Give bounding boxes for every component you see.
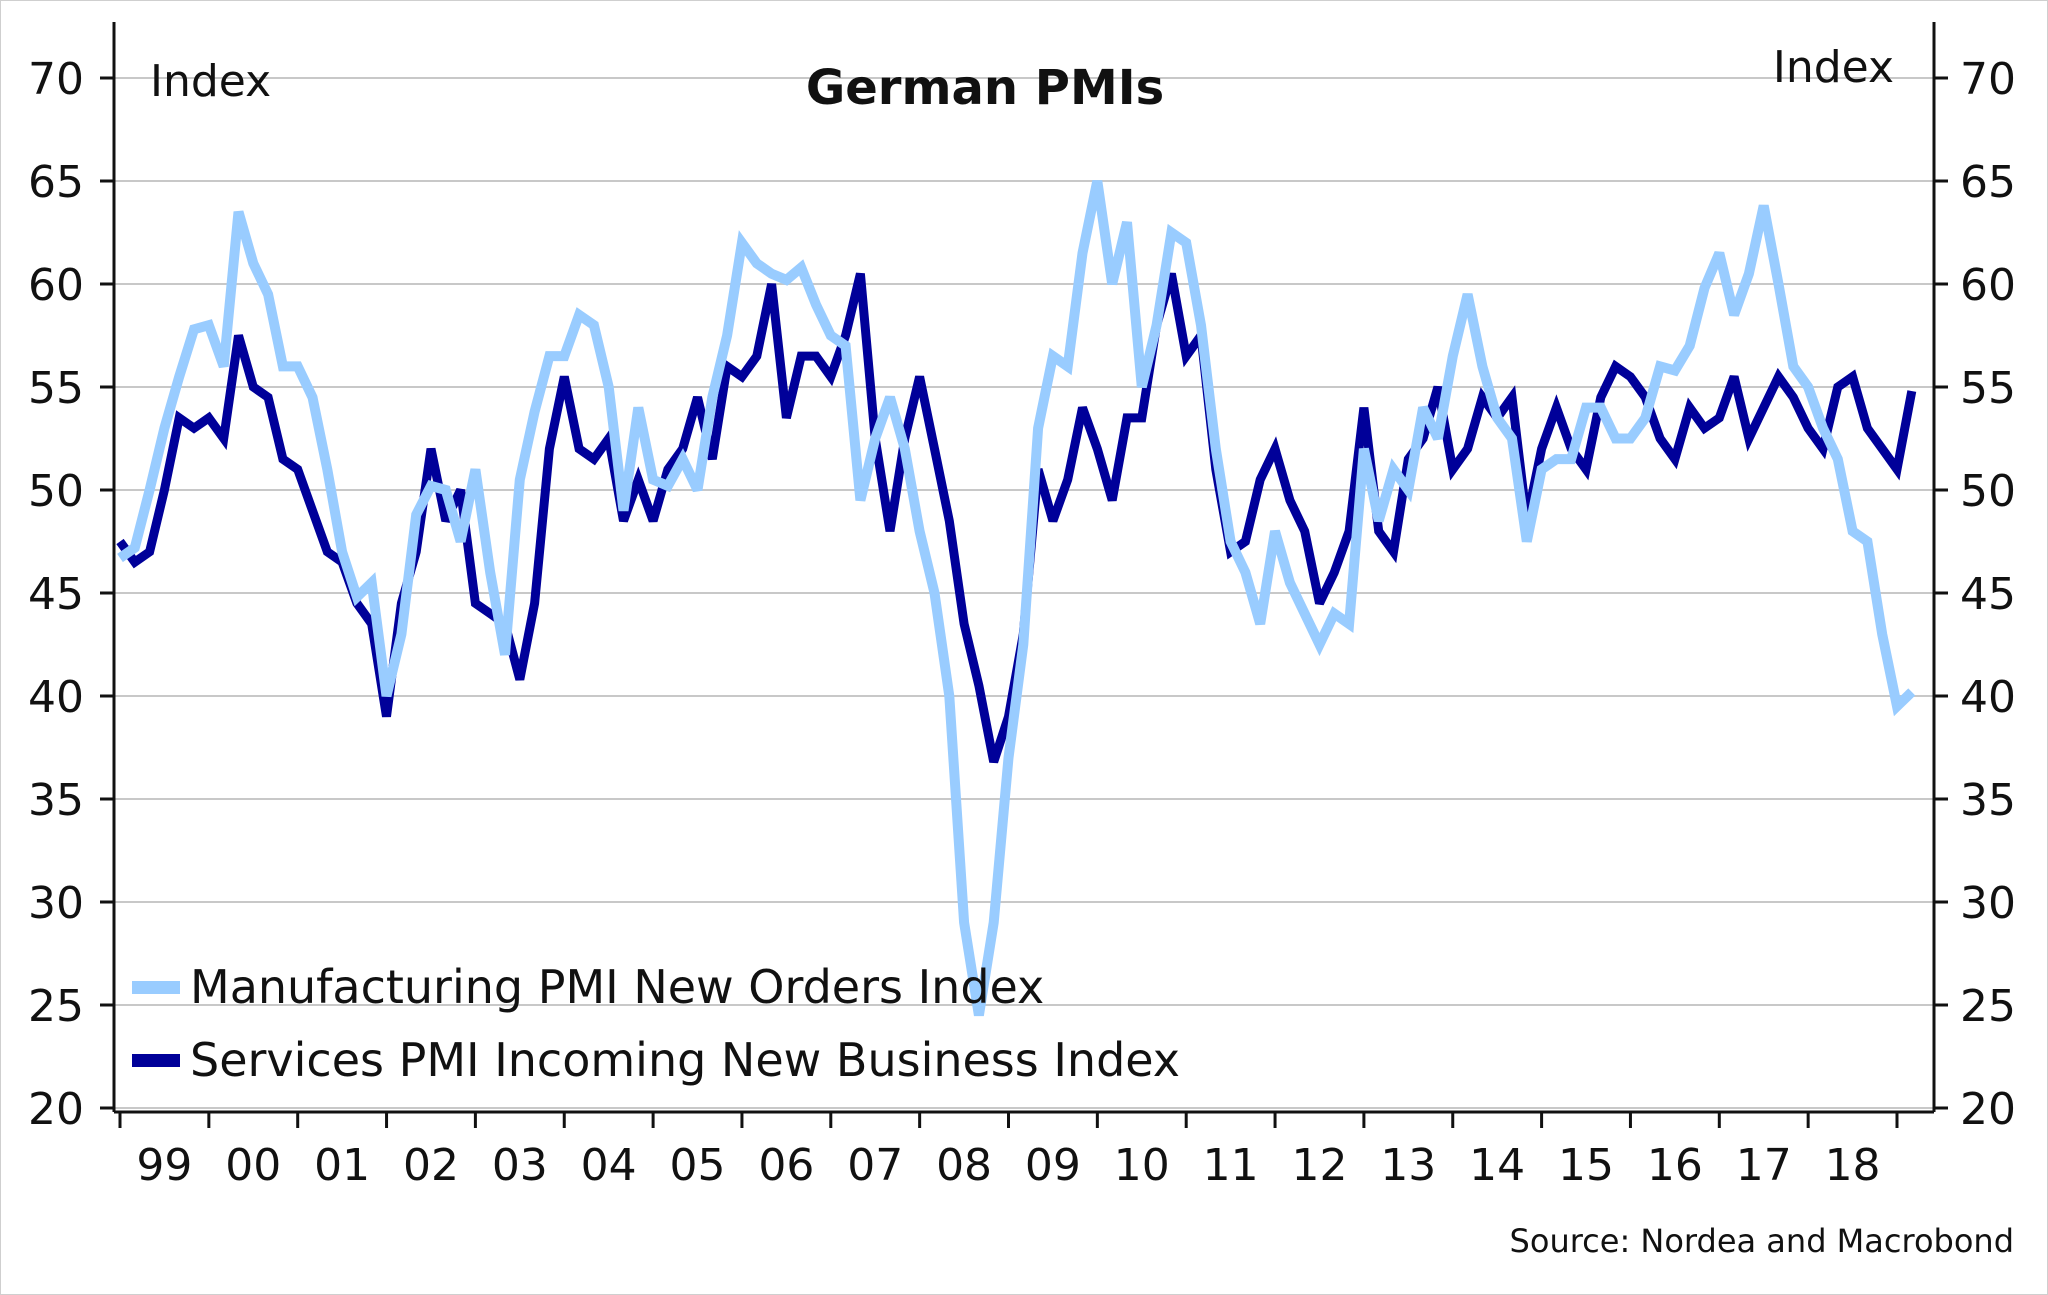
legend-swatch-services	[132, 1054, 180, 1067]
x-tick-label: 12	[1291, 1140, 1347, 1191]
y-tick-label-right: 45	[1960, 569, 2016, 620]
y-tick-label-right: 40	[1960, 672, 2016, 723]
y-tick-label-left: 45	[28, 569, 84, 620]
x-tick-label: 17	[1736, 1140, 1792, 1191]
chart-title: German PMIs	[806, 60, 1164, 116]
legend-item-services: Services PMI Incoming New Business Index	[132, 1033, 1180, 1087]
legend-item-manufacturing: Manufacturing PMI New Orders Index	[132, 960, 1044, 1014]
legend-swatch-manufacturing	[132, 981, 180, 994]
legend-label-manufacturing: Manufacturing PMI New Orders Index	[190, 960, 1044, 1014]
gridlines	[114, 77, 1934, 1109]
y-tick-label-left: 65	[28, 157, 84, 208]
y-tick-label-right: 55	[1960, 363, 2016, 414]
y-axis-left-ticks: 20 25 30 35 40 45 50 55 60 65 70	[28, 54, 114, 1135]
y-tick-label-left: 30	[28, 878, 84, 929]
y-tick-label-right: 60	[1960, 260, 2016, 311]
y-tick-label-right: 30	[1960, 878, 2016, 929]
y-tick-label-right: 35	[1960, 775, 2016, 826]
y-axis-right-ticks: 20 25 30 35 40 45 50 55 60 65 70	[1934, 54, 2016, 1135]
x-axis-ticks: 99 00 01 02 03 04 05 06 07 08 09 10 11 12 13 14 15 16 17 18	[118, 1112, 1899, 1191]
x-tick-label: 13	[1380, 1140, 1436, 1191]
source-note: Source: Nordea and Macrobond	[1510, 1222, 2014, 1260]
y-tick-label-left: 40	[28, 672, 84, 723]
series-line-manufacturing	[117, 179, 1916, 1017]
x-tick-label: 11	[1203, 1140, 1259, 1191]
y-tick-label-left: 35	[28, 775, 84, 826]
x-tick-label: 09	[1025, 1140, 1081, 1191]
x-tick-label: 03	[492, 1140, 548, 1191]
x-tick-label: 15	[1558, 1140, 1614, 1191]
legend: Manufacturing PMI New Orders Index Servi…	[132, 960, 1180, 1087]
y-tick-label-left: 25	[28, 981, 84, 1032]
series-lines	[116, 179, 1917, 1017]
y-tick-label-left: 60	[28, 260, 84, 311]
y-tick-label-left: 50	[28, 466, 84, 517]
x-tick-label: 00	[225, 1140, 281, 1191]
y-tick-label-left: 55	[28, 363, 84, 414]
x-tick-label: 18	[1825, 1140, 1881, 1191]
y-tick-label-left: 20	[28, 1084, 84, 1135]
x-tick-label: 99	[136, 1140, 192, 1191]
x-tick-label: 08	[936, 1140, 992, 1191]
x-tick-label: 16	[1647, 1140, 1703, 1191]
legend-label-services: Services PMI Incoming New Business Index	[190, 1033, 1180, 1087]
x-tick-label: 14	[1469, 1140, 1525, 1191]
x-tick-label: 07	[847, 1140, 903, 1191]
x-tick-label: 01	[314, 1140, 370, 1191]
right-axis-unit-label: Index	[1773, 42, 1894, 93]
left-axis-unit-label: Index	[150, 56, 271, 107]
y-tick-label-right: 65	[1960, 157, 2016, 208]
x-tick-label: 05	[670, 1140, 726, 1191]
y-tick-label-right: 50	[1960, 466, 2016, 517]
y-tick-label-left: 70	[28, 54, 84, 105]
y-tick-label-right: 25	[1960, 981, 2016, 1032]
y-tick-label-right: 70	[1960, 54, 2016, 105]
x-tick-label: 02	[403, 1140, 459, 1191]
x-tick-label: 10	[1114, 1140, 1170, 1191]
y-tick-label-right: 20	[1960, 1084, 2016, 1135]
x-tick-label: 04	[581, 1140, 637, 1191]
x-tick-label: 06	[758, 1140, 814, 1191]
